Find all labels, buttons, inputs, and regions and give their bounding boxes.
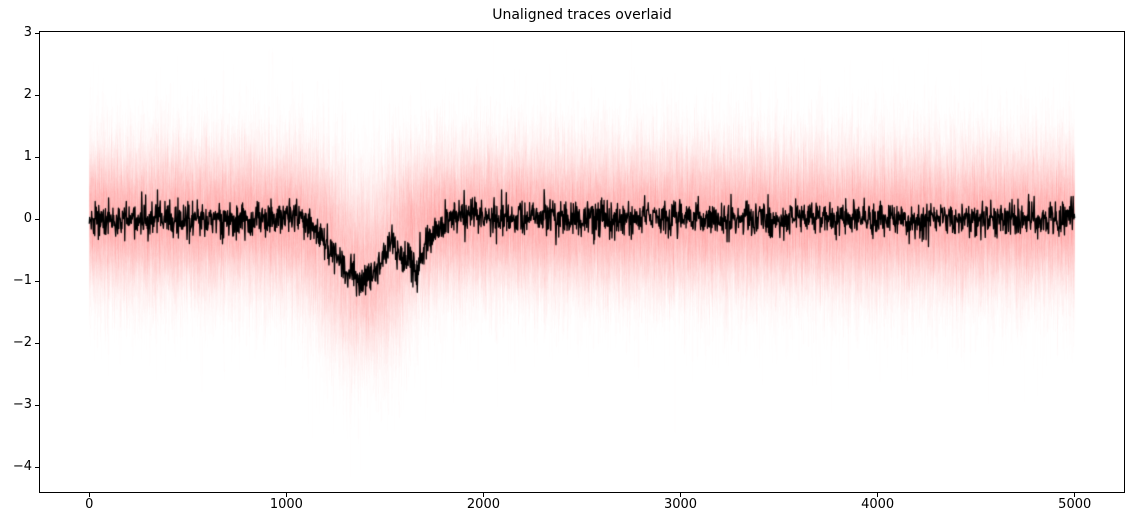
x-tick-label: 4000 <box>861 497 895 512</box>
y-tick-mark <box>35 280 39 282</box>
traces-canvas <box>40 32 1124 492</box>
y-tick-mark <box>35 218 39 220</box>
x-tick-mark <box>680 493 682 497</box>
y-tick-mark <box>35 404 39 406</box>
y-tick-mark <box>35 32 39 34</box>
y-tick-mark <box>35 156 39 158</box>
y-tick-label: −1 <box>12 273 32 289</box>
x-tick-label: 1000 <box>269 497 303 512</box>
x-tick-mark <box>482 493 484 497</box>
y-tick-mark <box>35 94 39 96</box>
x-tick-label: 2000 <box>466 497 500 512</box>
y-tick-label: −4 <box>12 459 32 475</box>
y-tick-label: −2 <box>12 335 32 351</box>
x-tick-label: 5000 <box>1058 497 1092 512</box>
x-tick-mark <box>877 493 879 497</box>
x-tick-label: 0 <box>85 497 94 512</box>
y-tick-label: 2 <box>23 87 32 103</box>
y-tick-mark <box>35 466 39 468</box>
y-tick-label: 1 <box>23 149 32 165</box>
plot-area <box>39 31 1125 493</box>
y-tick-label: 3 <box>23 25 32 41</box>
x-tick-mark <box>88 493 90 497</box>
x-tick-label: 3000 <box>663 497 698 512</box>
y-tick-label: −3 <box>12 397 32 413</box>
x-tick-mark <box>1074 493 1076 497</box>
y-tick-label: 0 <box>23 211 32 227</box>
y-tick-mark <box>35 342 39 344</box>
chart-title: Unaligned traces overlaid <box>492 7 672 23</box>
x-tick-mark <box>285 493 287 497</box>
